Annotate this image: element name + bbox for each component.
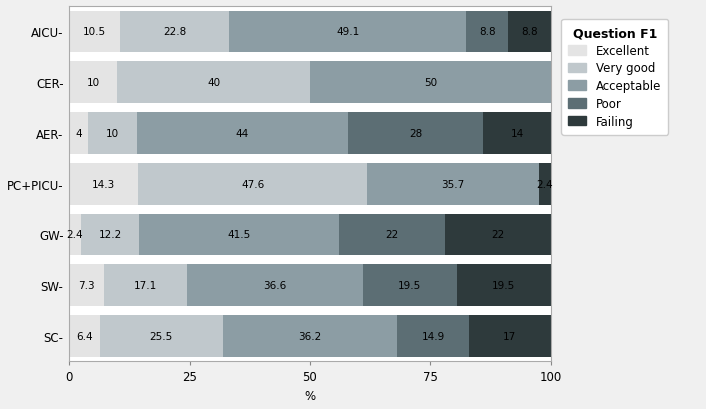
Bar	[367, 164, 539, 205]
Text: 2.4: 2.4	[537, 179, 554, 189]
Text: 40: 40	[207, 78, 220, 88]
Bar	[69, 265, 104, 306]
Bar	[69, 62, 117, 104]
Bar	[186, 265, 363, 306]
Bar	[310, 62, 551, 104]
Text: 7.3: 7.3	[78, 281, 95, 290]
Bar	[88, 113, 136, 154]
Text: 17: 17	[503, 331, 516, 341]
Bar	[104, 265, 186, 306]
Bar	[363, 265, 457, 306]
Text: 47.6: 47.6	[241, 179, 264, 189]
Bar	[100, 315, 222, 357]
Text: 8.8: 8.8	[521, 27, 538, 37]
Text: 19.5: 19.5	[398, 281, 421, 290]
Bar	[120, 11, 229, 53]
Bar	[539, 164, 551, 205]
Text: 17.1: 17.1	[134, 281, 157, 290]
Bar	[69, 11, 120, 53]
Text: 6.4: 6.4	[76, 331, 93, 341]
Bar	[469, 315, 551, 357]
Text: 35.7: 35.7	[441, 179, 465, 189]
Text: 22.8: 22.8	[163, 27, 186, 37]
Bar	[222, 315, 397, 357]
Text: 14.3: 14.3	[92, 179, 115, 189]
Bar	[340, 214, 445, 256]
Bar	[457, 265, 551, 306]
Text: 36.2: 36.2	[298, 331, 321, 341]
Bar	[508, 11, 551, 53]
Text: 12.2: 12.2	[98, 230, 121, 240]
Bar	[136, 113, 349, 154]
Bar	[69, 113, 88, 154]
Text: 41.5: 41.5	[228, 230, 251, 240]
Text: 50: 50	[424, 78, 437, 88]
Text: 22: 22	[491, 230, 505, 240]
Bar	[138, 164, 367, 205]
Text: 25.5: 25.5	[150, 331, 173, 341]
Bar	[349, 113, 484, 154]
Text: 14.9: 14.9	[421, 331, 445, 341]
Text: 4: 4	[76, 128, 82, 139]
Bar	[466, 11, 508, 53]
Text: 49.1: 49.1	[336, 27, 359, 37]
Text: 14: 14	[510, 128, 524, 139]
Bar	[117, 62, 310, 104]
Bar	[445, 214, 551, 256]
Text: 10: 10	[87, 78, 100, 88]
Bar	[484, 113, 551, 154]
Legend: Excellent, Very good, Acceptable, Poor, Failing: Excellent, Very good, Acceptable, Poor, …	[561, 20, 668, 135]
Text: 10: 10	[106, 128, 119, 139]
Text: 36.6: 36.6	[263, 281, 287, 290]
Text: 19.5: 19.5	[492, 281, 515, 290]
Text: 22: 22	[385, 230, 399, 240]
Text: 2.4: 2.4	[66, 230, 83, 240]
Bar	[69, 315, 100, 357]
Bar	[229, 11, 466, 53]
Bar	[69, 164, 138, 205]
X-axis label: %: %	[304, 389, 316, 402]
Bar	[69, 214, 80, 256]
Text: 44: 44	[236, 128, 249, 139]
Bar	[139, 214, 340, 256]
Bar	[397, 315, 469, 357]
Text: 8.8: 8.8	[479, 27, 496, 37]
Bar	[80, 214, 139, 256]
Text: 10.5: 10.5	[83, 27, 106, 37]
Text: 28: 28	[409, 128, 422, 139]
